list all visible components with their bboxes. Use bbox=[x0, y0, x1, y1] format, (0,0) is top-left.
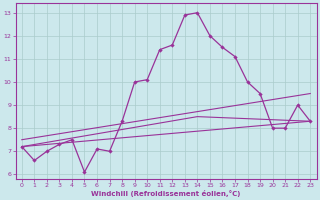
X-axis label: Windchill (Refroidissement éolien,°C): Windchill (Refroidissement éolien,°C) bbox=[91, 190, 241, 197]
